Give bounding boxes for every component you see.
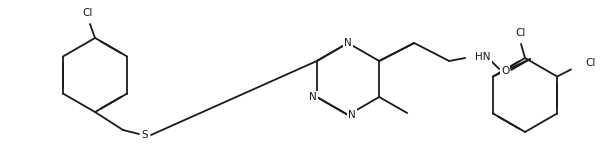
Text: Cl: Cl bbox=[516, 28, 526, 38]
Text: N: N bbox=[348, 110, 356, 120]
Text: S: S bbox=[142, 130, 149, 140]
Text: Cl: Cl bbox=[83, 8, 93, 18]
Text: O: O bbox=[501, 66, 509, 76]
Text: Cl: Cl bbox=[585, 58, 596, 67]
Text: HN: HN bbox=[475, 52, 491, 62]
Text: N: N bbox=[344, 38, 352, 48]
Text: N: N bbox=[309, 92, 317, 102]
